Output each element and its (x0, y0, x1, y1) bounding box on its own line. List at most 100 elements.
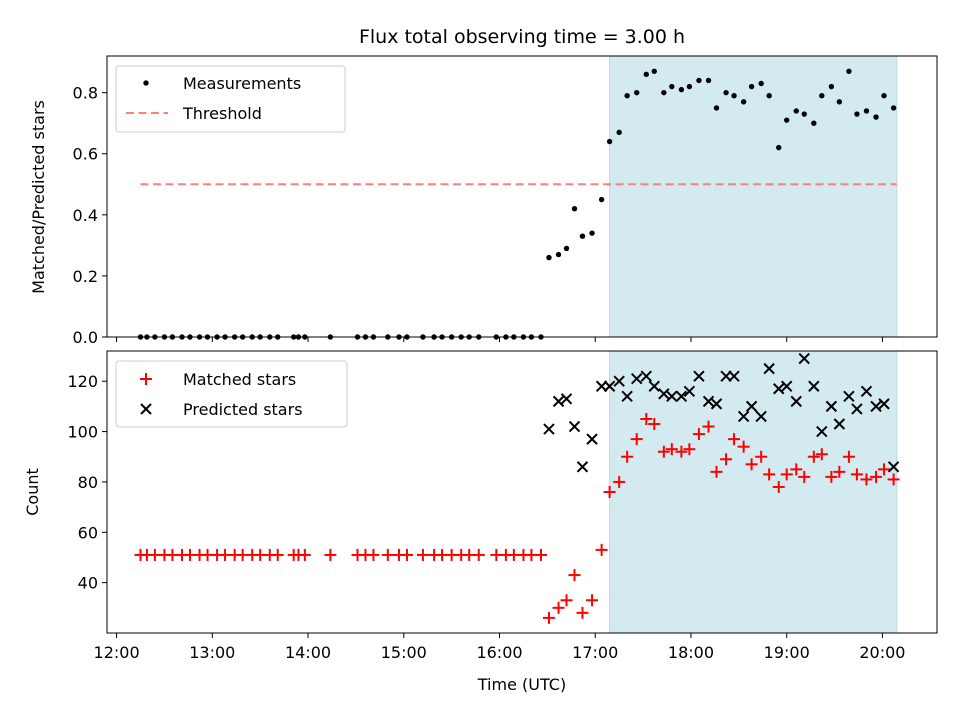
legend-label-matched: Matched stars (183, 370, 296, 389)
measurement-point (793, 108, 799, 114)
measurement-point (776, 144, 782, 151)
matched-star-point (568, 569, 581, 582)
measurements-series (137, 68, 897, 340)
measurement-point (811, 120, 817, 126)
matched-star-point (720, 453, 733, 466)
matched-star-point (603, 486, 616, 498)
measurement-point (713, 105, 720, 111)
measurement-point (836, 99, 843, 105)
predicted-star-point (631, 372, 643, 385)
predicted-stars-series (543, 352, 900, 473)
measurement-point (705, 77, 712, 84)
measurement-point (873, 114, 879, 120)
legend-box-bottom (115, 360, 348, 428)
plot-frame-top (106, 55, 938, 338)
predicted-star-point (675, 390, 688, 403)
measurement-point (740, 99, 747, 105)
matched-stars-series (134, 412, 900, 624)
matched-star-point (878, 463, 891, 476)
chart-title: Flux total observing time = 3.00 h (359, 26, 685, 48)
measurement-point (555, 251, 562, 258)
y-tick-label: 0.0 (73, 328, 98, 347)
measurement-point (571, 206, 578, 212)
predicted-star-point (576, 461, 589, 473)
matched-star-point (815, 448, 828, 461)
measurement-point (766, 93, 772, 99)
matched-star-point (737, 440, 750, 453)
measurement-point (819, 93, 825, 99)
matched-star-point (324, 548, 337, 561)
x-tick-label: 18:00 (668, 643, 714, 662)
predicted-star-point (773, 383, 785, 395)
predicted-star-point (621, 390, 633, 403)
x-tick-label: 19:00 (764, 643, 810, 662)
measurement-point (784, 117, 790, 123)
legend-top: Measurements Threshold (115, 65, 346, 133)
matched-star-point (621, 450, 634, 463)
matched-star-point (534, 548, 547, 561)
x-axis-ticks-top (116, 337, 883, 342)
matched-star-point (728, 433, 741, 446)
predicted-star-point (613, 375, 625, 387)
matched-star-point (576, 606, 589, 619)
predicted-star-point (790, 395, 802, 408)
legend-marker-matched (140, 373, 152, 385)
measurement-point (854, 111, 860, 117)
matched-star-point (640, 412, 653, 425)
predicted-star-point (702, 395, 715, 408)
predicted-star-point (780, 380, 793, 392)
y-tick-label: 0.4 (73, 206, 98, 225)
x-tick-label: 15:00 (381, 643, 427, 662)
measurement-point (643, 71, 649, 78)
measurement-point (731, 93, 737, 99)
measurement-point (846, 68, 852, 74)
shaded-observing-window (609, 55, 898, 338)
matched-star-point (400, 548, 413, 561)
matched-star-point (552, 601, 565, 614)
matched-star-point (613, 475, 626, 488)
plot-frame-bottom (106, 350, 938, 634)
predicted-star-point (648, 380, 660, 392)
legend-label-predicted: Predicted stars (183, 400, 303, 419)
measurement-point (563, 245, 570, 252)
y-tick-label: 40 (78, 574, 98, 593)
matched-star-point (825, 470, 838, 483)
measurement-point (606, 138, 613, 145)
shaded-observing-window (609, 350, 898, 634)
y-tick-label: 80 (78, 473, 98, 492)
matched-star-point (745, 458, 758, 471)
predicted-star-point (870, 400, 882, 413)
matched-star-point (772, 480, 785, 493)
measurement-point (801, 111, 807, 117)
legend-label-measurements: Measurements (183, 74, 301, 93)
matched-star-point (271, 548, 284, 561)
predicted-star-point (543, 423, 555, 435)
panel-counts: 40 60 80 100 120 12:00 13:00 14:00 15:00 16:00 17… (23, 350, 938, 694)
measurement-point (661, 89, 667, 96)
measurement-point (651, 68, 657, 74)
matched-star-point (833, 465, 846, 478)
measurement-point (828, 83, 835, 90)
matched-star-point (472, 548, 485, 561)
matched-star-point (692, 428, 705, 441)
predicted-star-point (658, 388, 670, 400)
measurement-point (616, 129, 622, 136)
y-axis-ticks-top: 0.0 0.2 0.4 0.6 0.8 (73, 84, 107, 347)
predicted-star-point (816, 425, 828, 438)
matched-star-point (790, 463, 803, 476)
matched-star-point (807, 450, 820, 463)
predicted-star-point (833, 418, 846, 430)
predicted-star-point (878, 398, 890, 410)
measurement-point (696, 77, 702, 84)
matched-star-point (850, 468, 863, 481)
measurement-point (546, 254, 552, 261)
measurement-point (890, 105, 897, 111)
predicted-star-point (808, 380, 820, 392)
measurement-point (758, 80, 764, 87)
predicted-star-point (560, 393, 573, 405)
matched-star-point (710, 465, 723, 478)
measurement-point (669, 83, 675, 90)
predicted-star-point (586, 433, 598, 445)
matched-star-point (675, 445, 688, 458)
